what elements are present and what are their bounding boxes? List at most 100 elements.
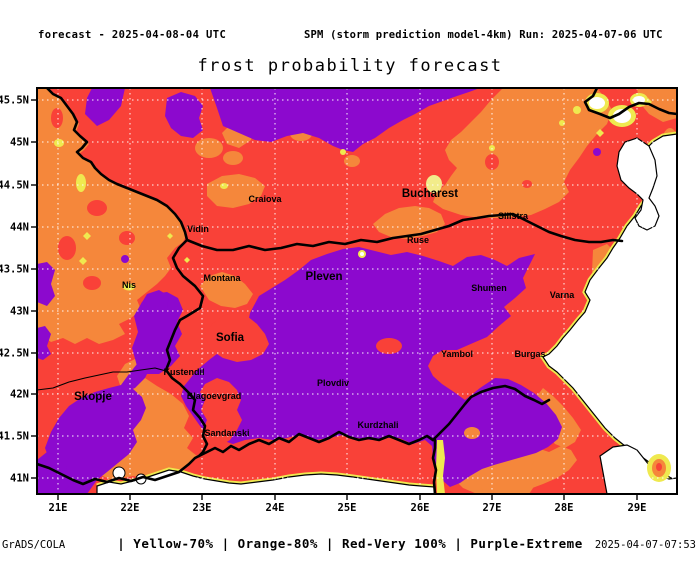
aegean-sea — [96, 469, 436, 494]
region-red-patch — [522, 180, 532, 188]
region-yellow-spot — [123, 283, 135, 291]
region-red-patch — [485, 154, 499, 170]
region-purple-central-south — [181, 247, 562, 487]
region-white-spot — [360, 252, 364, 256]
region-yellow-spot — [573, 106, 581, 114]
region-yellow-spot — [167, 233, 173, 239]
lat-label: 43N — [10, 306, 29, 318]
lon-label: 26E — [411, 502, 430, 512]
city-label-kustendil: Kustendil — [163, 367, 204, 377]
map-shading — [37, 88, 677, 494]
lat-label: 41.5N — [0, 431, 29, 443]
lon-label: 28E — [555, 502, 574, 512]
region-orange-montana — [200, 272, 253, 308]
region-purple-left-edge2 — [37, 326, 51, 360]
region-yellow-spot — [76, 174, 86, 192]
border-danube-nw — [45, 88, 189, 242]
region-orange-patch — [464, 427, 480, 439]
region-orange-patch — [223, 151, 243, 165]
lon-label: 23E — [193, 502, 212, 512]
region-red-patch — [87, 200, 107, 216]
city-label-kurdzhali: Kurdzhali — [357, 420, 398, 430]
region-red-sofia-valley — [205, 312, 269, 362]
grads-credit: GrADS/COLA — [2, 539, 66, 551]
city-label-sofia: Sofia — [216, 332, 245, 344]
region-yellow-spot — [596, 129, 604, 137]
city-label-blagoevgrad: Blagoevgrad — [187, 391, 242, 401]
region-orange-ruse — [373, 206, 445, 239]
region-red-struma-valley — [200, 378, 242, 446]
region-orange-west — [37, 88, 187, 344]
city-label-ruse: Ruse — [407, 235, 429, 245]
lat-label: 44.5N — [0, 180, 29, 192]
city-label-pleven: Pleven — [305, 271, 342, 283]
region-red-patch — [51, 108, 63, 128]
city-label-bucharest: Bucharest — [402, 188, 458, 200]
city-label-montana: Montana — [204, 273, 242, 283]
lat-label: 43.5N — [0, 264, 29, 276]
city-label-varna: Varna — [550, 290, 576, 300]
gridlines — [37, 88, 677, 494]
city-label-nis: Nis — [122, 280, 136, 290]
region-yellow-spot — [426, 175, 442, 193]
city-labels: Craiova Bucharest Vidin Silistra Ruse Nis Mont… — [74, 188, 575, 438]
lat-label: 45.5N — [0, 95, 29, 107]
lon-label: 25E — [338, 502, 357, 512]
region-purple-top-main — [210, 88, 480, 152]
region-yellow-spot — [54, 139, 64, 147]
region-yellow-spot — [184, 257, 190, 263]
lat-label: 41N — [10, 473, 29, 485]
region-red-patch — [119, 231, 135, 245]
lon-label: 22E — [121, 502, 140, 512]
lon-label: 21E — [49, 502, 68, 512]
city-label-sandanski: Sandanski — [204, 428, 249, 438]
color-legend: | Yellow-70% | Orange-80% | Red-Very 100… — [117, 536, 583, 551]
forecast-valid-label: forecast - 2025-04-08-04 UTC — [38, 29, 227, 41]
lon-label: 27E — [483, 502, 502, 512]
region-orange-craiova-south — [207, 174, 265, 208]
city-label-silistra: Silistra — [498, 211, 529, 221]
region-purple-bridge — [121, 356, 151, 392]
region-purple-dot — [121, 255, 129, 263]
region-white-spot — [613, 109, 631, 123]
region-yellow-stripe — [436, 440, 445, 494]
border-serbia-macedonia — [37, 367, 167, 391]
border-ne-corner — [583, 88, 677, 120]
coastal-lagoon — [616, 137, 660, 231]
city-label-craiova: Craiova — [248, 194, 282, 204]
lon-label: 29E — [628, 502, 647, 512]
border-west-bulgaria — [164, 238, 209, 458]
region-purple-topleft2 — [165, 92, 203, 138]
border-greece-turkey — [431, 438, 438, 494]
region-purple-osogovo — [132, 292, 183, 374]
region-purple-nis-east — [141, 290, 169, 314]
creation-timestamp: 2025-04-07-07:53 — [594, 539, 696, 551]
lat-label: 42N — [10, 389, 29, 401]
map-frame — [36, 87, 678, 495]
lon-label: 24E — [266, 502, 285, 512]
region-purple-sw-corner — [37, 452, 69, 494]
region-red-patch — [83, 276, 101, 290]
region-purple-left-edge — [37, 262, 55, 306]
axes: 45.5N 45N 44.5N 44N 43.5N 43N 42.5N 42N 41.5N 41N… — [0, 95, 647, 515]
region-red-patch — [376, 338, 402, 354]
city-label-skopje: Skopje — [74, 391, 112, 403]
forecast-map: Craiova Bucharest Vidin Silistra Ruse Nis Mont… — [0, 87, 678, 515]
lat-label: 45N — [10, 137, 29, 149]
city-label-yambol: Yambol — [441, 349, 473, 359]
region-yellow-spot — [79, 257, 87, 265]
region-yellow-spot — [220, 183, 228, 189]
border-danube — [185, 212, 624, 252]
city-label-vidin: Vidin — [187, 224, 209, 234]
lat-label: 44N — [10, 222, 29, 234]
region-red-patch — [58, 236, 76, 260]
city-label-plovdiv: Plovdiv — [317, 378, 349, 388]
region-red-patch — [656, 463, 662, 471]
border-greece — [37, 430, 435, 486]
region-orange-patch — [344, 155, 360, 167]
model-run-label: SPM (storm prediction model-4km) Run: 20… — [304, 29, 663, 41]
region-purple-dot — [593, 148, 601, 156]
city-label-burgas: Burgas — [514, 349, 545, 359]
region-yellow-spot — [340, 149, 346, 155]
